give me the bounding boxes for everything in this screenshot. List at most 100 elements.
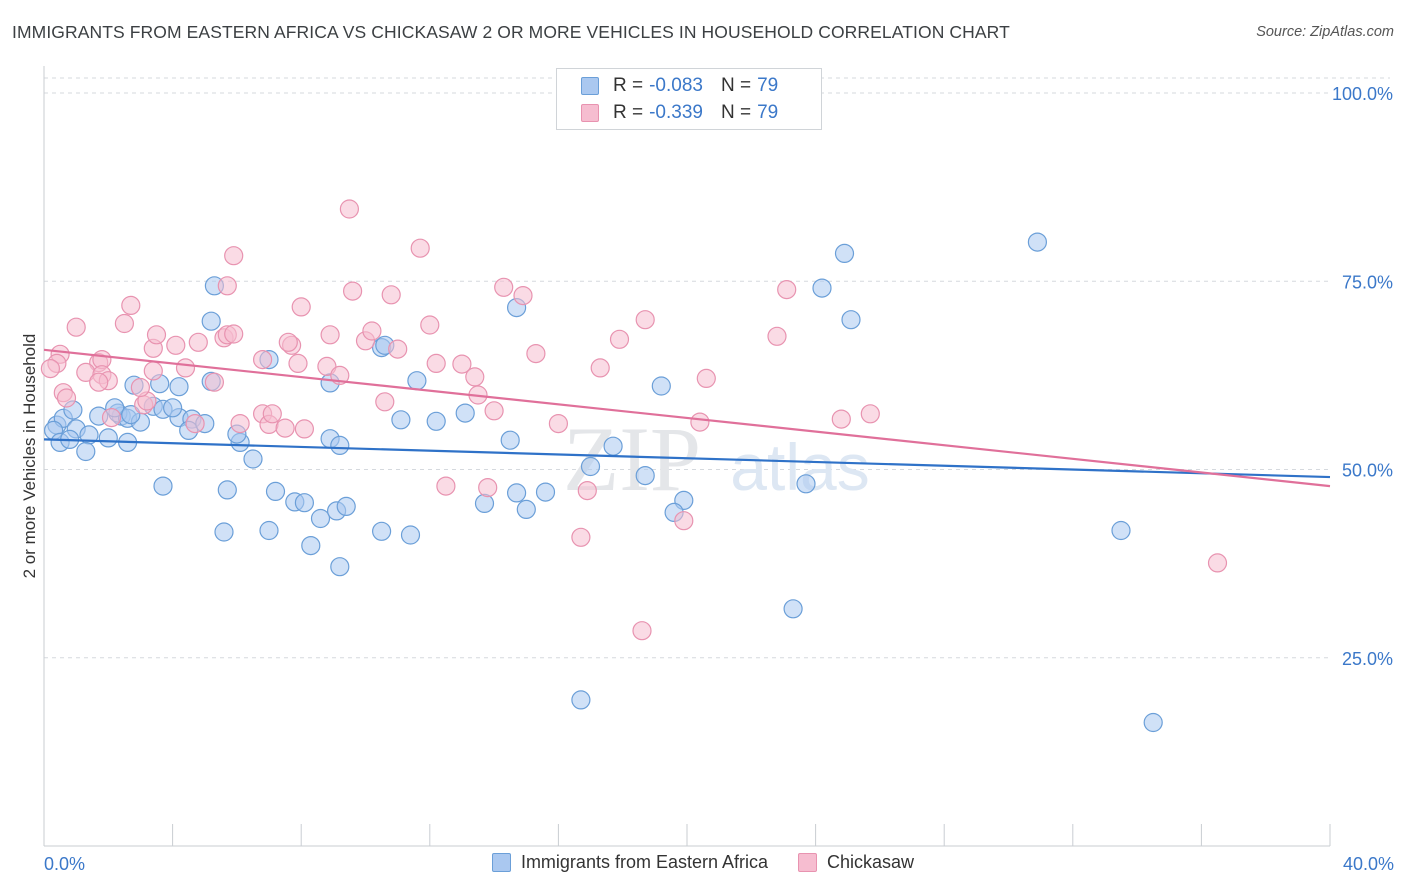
- point-chickasaw: [465, 367, 485, 387]
- chart-title: IMMIGRANTS FROM EASTERN AFRICA VS CHICKA…: [12, 22, 1010, 42]
- x-tick-label-max: 40.0%: [1343, 854, 1394, 874]
- legend-label-chickasaw: Chickasaw: [827, 852, 915, 872]
- point-eastern-africa: [163, 398, 183, 418]
- point-chickasaw: [288, 353, 308, 373]
- source-credit: Source: ZipAtlas.com: [1256, 24, 1394, 40]
- point-chickasaw: [291, 297, 311, 317]
- point-chickasaw: [339, 199, 359, 219]
- point-chickasaw: [101, 408, 122, 428]
- point-eastern-africa: [259, 520, 279, 541]
- point-chickasaw: [577, 481, 597, 501]
- point-chickasaw: [860, 404, 880, 424]
- point-eastern-africa: [217, 480, 237, 500]
- point-eastern-africa: [76, 441, 96, 462]
- point-eastern-africa: [783, 599, 803, 619]
- trend-line-chickasaw: [43, 348, 1331, 488]
- point-chickasaw: [253, 350, 273, 370]
- point-eastern-africa: [98, 428, 118, 448]
- point-chickasaw: [381, 285, 401, 305]
- watermark-atlas: atlas: [730, 430, 869, 504]
- legend-swatch-blue: [491, 853, 511, 872]
- point-chickasaw: [410, 238, 430, 258]
- point-eastern-africa: [214, 522, 234, 542]
- legend-label-eastern-africa: Immigrants from Eastern Africa: [520, 852, 769, 872]
- point-chickasaw: [696, 368, 716, 388]
- point-chickasaw: [294, 419, 314, 439]
- y-tick-label: 100.0%: [1332, 84, 1393, 104]
- legend-item-eastern-africa: Immigrants from Eastern Africa: [491, 852, 769, 873]
- point-eastern-africa: [1111, 520, 1131, 541]
- point-eastern-africa: [796, 474, 816, 494]
- point-eastern-africa: [301, 535, 321, 556]
- point-chickasaw: [632, 621, 652, 641]
- point-eastern-africa: [330, 557, 350, 577]
- y-tick-label: 25.0%: [1342, 649, 1393, 669]
- x-tick-label-min: 0.0%: [44, 854, 85, 874]
- point-chickasaw: [146, 325, 167, 345]
- point-eastern-africa: [535, 482, 556, 502]
- point-eastern-africa: [391, 410, 411, 430]
- point-eastern-africa: [294, 493, 314, 513]
- legend-item-chickasaw: Chickasaw: [798, 852, 914, 873]
- point-eastern-africa: [812, 278, 832, 298]
- point-chickasaw: [143, 361, 163, 381]
- point-chickasaw: [777, 280, 797, 300]
- point-chickasaw: [526, 344, 546, 364]
- point-eastern-africa: [834, 243, 855, 263]
- tick-labels: 25.0% 50.0% 75.0% 100.0% 0.0% 40.0%: [44, 84, 1394, 874]
- legend-n-label: N =: [720, 75, 752, 96]
- data-points: [40, 199, 1228, 733]
- point-chickasaw: [484, 401, 504, 421]
- series-legend: Immigrants from Eastern Africa Chickasaw: [0, 852, 1406, 873]
- point-chickasaw: [452, 354, 472, 374]
- point-chickasaw: [571, 527, 591, 547]
- axes: [43, 66, 1331, 847]
- point-chickasaw: [275, 418, 295, 438]
- legend-r-label: R =: [613, 102, 644, 123]
- point-chickasaw: [56, 388, 77, 408]
- point-chickasaw: [130, 377, 150, 398]
- point-chickasaw: [40, 359, 61, 379]
- point-chickasaw: [114, 313, 135, 334]
- point-chickasaw: [767, 326, 787, 346]
- point-chickasaw: [217, 276, 237, 296]
- point-eastern-africa: [310, 508, 331, 529]
- point-eastern-africa: [580, 456, 601, 477]
- point-eastern-africa: [841, 310, 861, 330]
- legend-swatch-blue: [581, 77, 599, 95]
- legend-r-value: -0.339: [649, 102, 703, 123]
- point-eastern-africa: [506, 483, 527, 503]
- point-chickasaw: [436, 476, 456, 496]
- legend-row-pink: R = -0.339 N = 79: [581, 100, 784, 126]
- legend-n-value: 79: [757, 75, 779, 96]
- point-chickasaw: [175, 358, 196, 378]
- y-tick-label: 75.0%: [1342, 272, 1393, 292]
- point-chickasaw: [343, 281, 363, 301]
- point-eastern-africa: [651, 376, 671, 396]
- correlation-legend: R = -0.083 N = 79 R = -0.339 N = 79: [556, 68, 822, 130]
- point-chickasaw: [388, 339, 408, 359]
- legend-row-blue: R = -0.083 N = 79: [581, 73, 784, 99]
- point-eastern-africa: [516, 499, 536, 519]
- point-chickasaw: [66, 317, 86, 337]
- legend-n-label: N =: [720, 102, 752, 123]
- point-eastern-africa: [330, 435, 350, 455]
- point-chickasaw: [831, 409, 851, 429]
- point-eastern-africa: [571, 690, 591, 710]
- point-chickasaw: [362, 321, 382, 341]
- point-chickasaw: [320, 325, 340, 345]
- trend-lines: [43, 348, 1331, 488]
- grid-lines: [44, 77, 1390, 659]
- point-chickasaw: [494, 277, 514, 297]
- legend-r-label: R =: [613, 75, 644, 96]
- point-eastern-africa: [372, 521, 392, 541]
- point-chickasaw: [166, 335, 186, 355]
- point-chickasaw: [513, 286, 533, 306]
- point-chickasaw: [420, 315, 440, 335]
- point-chickasaw: [426, 353, 446, 373]
- point-chickasaw: [262, 404, 282, 424]
- point-chickasaw: [188, 332, 208, 352]
- point-eastern-africa: [426, 411, 446, 431]
- point-chickasaw: [121, 295, 141, 315]
